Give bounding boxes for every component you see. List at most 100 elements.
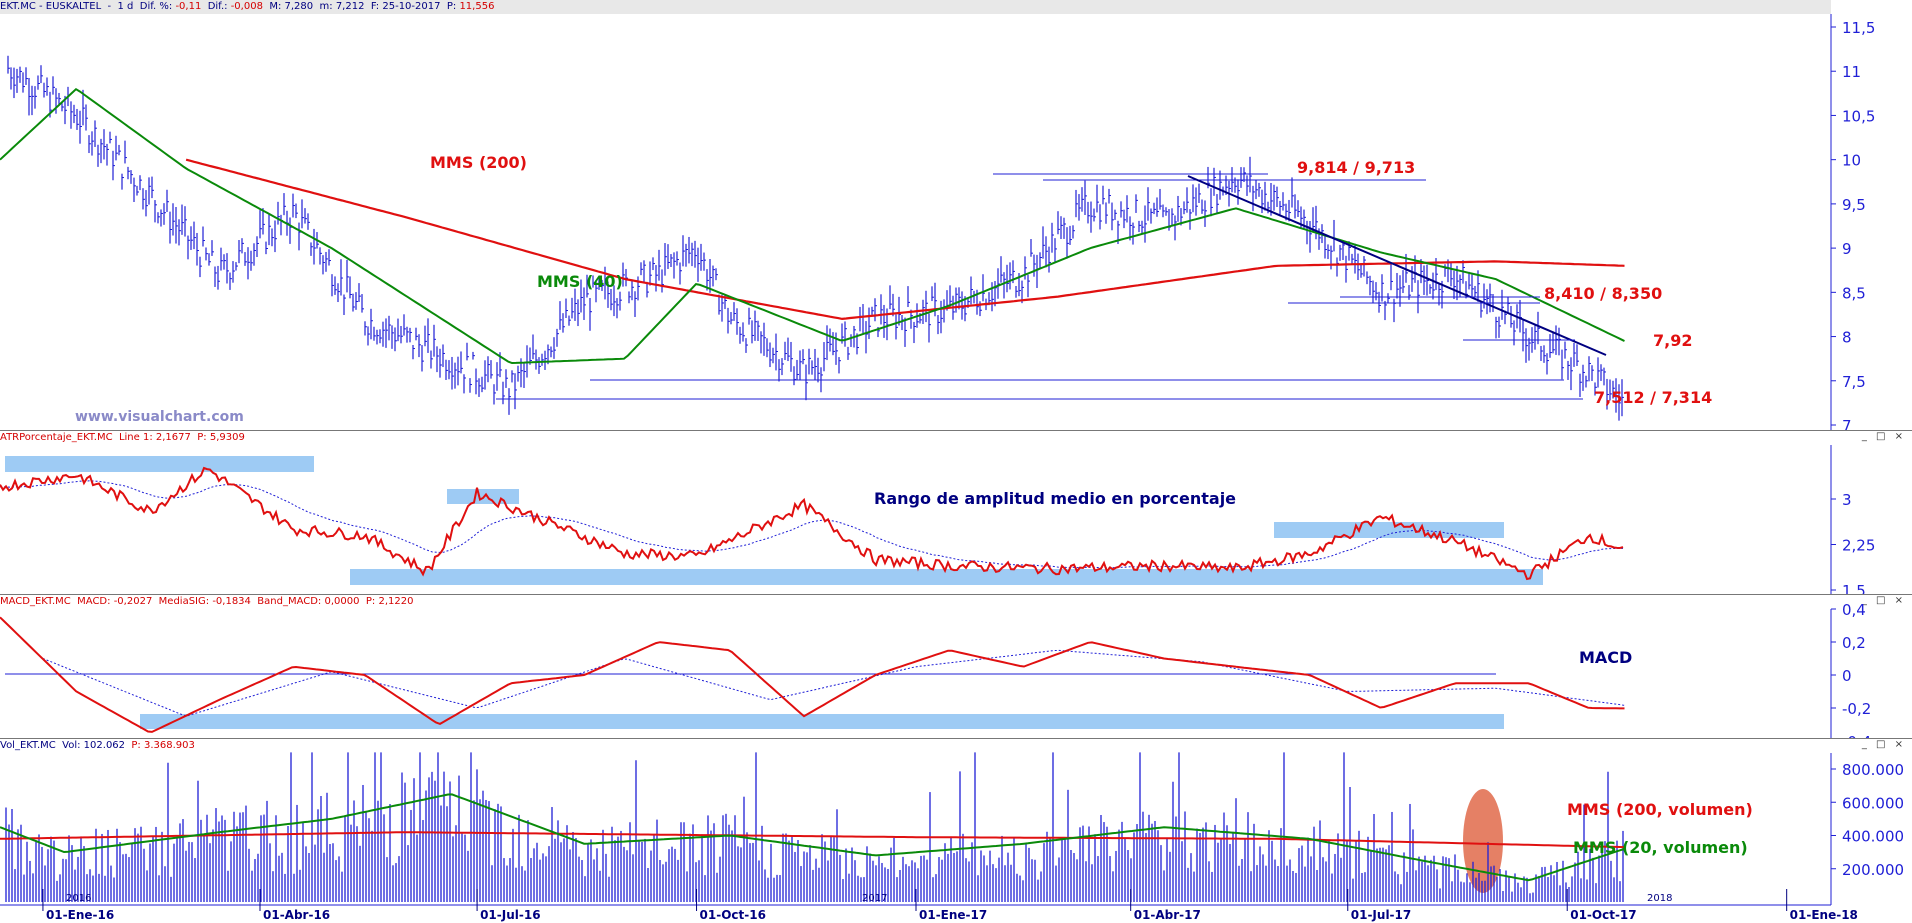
price-bar bbox=[448, 360, 451, 380]
price-bar bbox=[1621, 379, 1624, 417]
price-bar bbox=[415, 327, 418, 341]
price-bar bbox=[991, 282, 994, 312]
price-bar bbox=[1189, 209, 1192, 230]
price-bar bbox=[1171, 208, 1174, 226]
price-bar bbox=[577, 299, 580, 327]
price-bar bbox=[1486, 289, 1489, 315]
price-bar bbox=[301, 199, 304, 229]
price-bar bbox=[1078, 194, 1081, 221]
price-bar bbox=[1402, 270, 1405, 294]
atr-band-1 bbox=[5, 456, 314, 472]
price-bar bbox=[238, 240, 241, 264]
price-bar bbox=[739, 326, 742, 344]
price-bar bbox=[1537, 311, 1540, 345]
price-bar bbox=[664, 243, 667, 276]
price-bar bbox=[490, 360, 493, 379]
price-bar bbox=[46, 77, 49, 96]
price-bar bbox=[1432, 272, 1435, 300]
price-bar bbox=[625, 268, 628, 287]
atr-pane-buttons[interactable]: _ □ × bbox=[1861, 431, 1906, 442]
price-bar bbox=[721, 294, 724, 322]
price-bar bbox=[592, 275, 595, 288]
price-bar bbox=[1036, 254, 1039, 289]
price-bar bbox=[1438, 282, 1441, 306]
price-bar bbox=[1258, 182, 1261, 197]
watermark: www.visualchart.com bbox=[75, 409, 244, 425]
price-bar bbox=[610, 288, 613, 311]
price-bar bbox=[805, 364, 808, 401]
price-bar bbox=[1156, 197, 1159, 217]
price-bar bbox=[1597, 357, 1600, 388]
price-bar bbox=[571, 297, 574, 319]
volume-y-tick-label: 800.000 bbox=[1842, 761, 1904, 779]
price-y-tick-label: 9,5 bbox=[1842, 196, 1866, 214]
price-bar bbox=[715, 268, 718, 281]
price-bar bbox=[718, 294, 721, 315]
price-bar bbox=[361, 294, 364, 313]
price-bar bbox=[574, 288, 577, 321]
price-bar bbox=[1387, 293, 1390, 303]
price-bar bbox=[280, 214, 283, 236]
price-bar bbox=[412, 344, 415, 360]
price-bar bbox=[133, 177, 136, 202]
price-bar bbox=[829, 328, 832, 352]
price-bar bbox=[1357, 253, 1360, 280]
price-y-tick-label: 7 bbox=[1842, 417, 1852, 430]
macd-title: MACD bbox=[1579, 648, 1632, 667]
price-bar bbox=[334, 276, 337, 295]
price-bar bbox=[613, 285, 616, 317]
price-bar bbox=[445, 359, 448, 380]
price-bar bbox=[1126, 195, 1129, 223]
price-bar bbox=[1048, 246, 1051, 273]
volume-mms200-label: MMS (200, volumen) bbox=[1567, 800, 1753, 819]
price-bar bbox=[76, 108, 79, 130]
price-bar bbox=[1603, 367, 1606, 386]
price-bar bbox=[694, 240, 697, 268]
volume-pane-buttons[interactable]: _ □ × bbox=[1861, 739, 1906, 750]
price-bar bbox=[115, 135, 118, 161]
price-bar bbox=[895, 314, 898, 340]
price-bar bbox=[1252, 185, 1255, 212]
price-bar bbox=[1501, 289, 1504, 320]
price-bar bbox=[1090, 201, 1093, 233]
price-bar bbox=[187, 235, 190, 260]
price-bar bbox=[241, 238, 244, 254]
price-bar bbox=[193, 221, 196, 250]
price-bar bbox=[511, 370, 514, 383]
macd-y-tick-label: 0 bbox=[1842, 667, 1852, 685]
price-bar bbox=[424, 325, 427, 347]
price-bar bbox=[406, 326, 409, 343]
volume-pane: Vol_EKT.MC Vol: 102.062 P: 3.368.903 _ □… bbox=[0, 738, 1912, 923]
price-bar bbox=[631, 279, 634, 301]
price-y-tick-label: 8,5 bbox=[1842, 284, 1866, 302]
price-bar bbox=[37, 75, 40, 90]
price-bar bbox=[376, 329, 379, 345]
price-bar bbox=[283, 193, 286, 216]
price-bar bbox=[1051, 222, 1054, 253]
price-bar bbox=[433, 324, 436, 357]
atr-y-axis: 3 2,25 1,5 bbox=[1831, 491, 1875, 595]
price-bar bbox=[628, 291, 631, 304]
price-bar bbox=[1204, 200, 1207, 227]
price-bar bbox=[136, 185, 139, 196]
macd-pane-buttons[interactable]: _ □ × bbox=[1861, 595, 1906, 606]
price-bar bbox=[1216, 194, 1219, 213]
price-bar bbox=[1609, 379, 1612, 401]
price-bar bbox=[1093, 208, 1096, 222]
price-bar bbox=[1237, 179, 1240, 205]
price-bar bbox=[439, 348, 442, 378]
x-tick-label: 01-Ene-18 bbox=[1790, 908, 1858, 922]
price-bar bbox=[427, 318, 430, 353]
price-bar bbox=[601, 279, 604, 292]
price-bar bbox=[1534, 325, 1537, 350]
price-bar bbox=[709, 259, 712, 293]
price-bar bbox=[568, 315, 571, 326]
price-bar bbox=[838, 357, 841, 374]
volume-mms20-label: MMS (20, volumen) bbox=[1573, 838, 1748, 857]
price-bar bbox=[751, 320, 754, 344]
price-bar bbox=[658, 249, 661, 281]
price-bar bbox=[742, 322, 745, 342]
price-bar bbox=[397, 318, 400, 342]
price-bar bbox=[1054, 238, 1057, 263]
price-bar bbox=[679, 262, 682, 285]
